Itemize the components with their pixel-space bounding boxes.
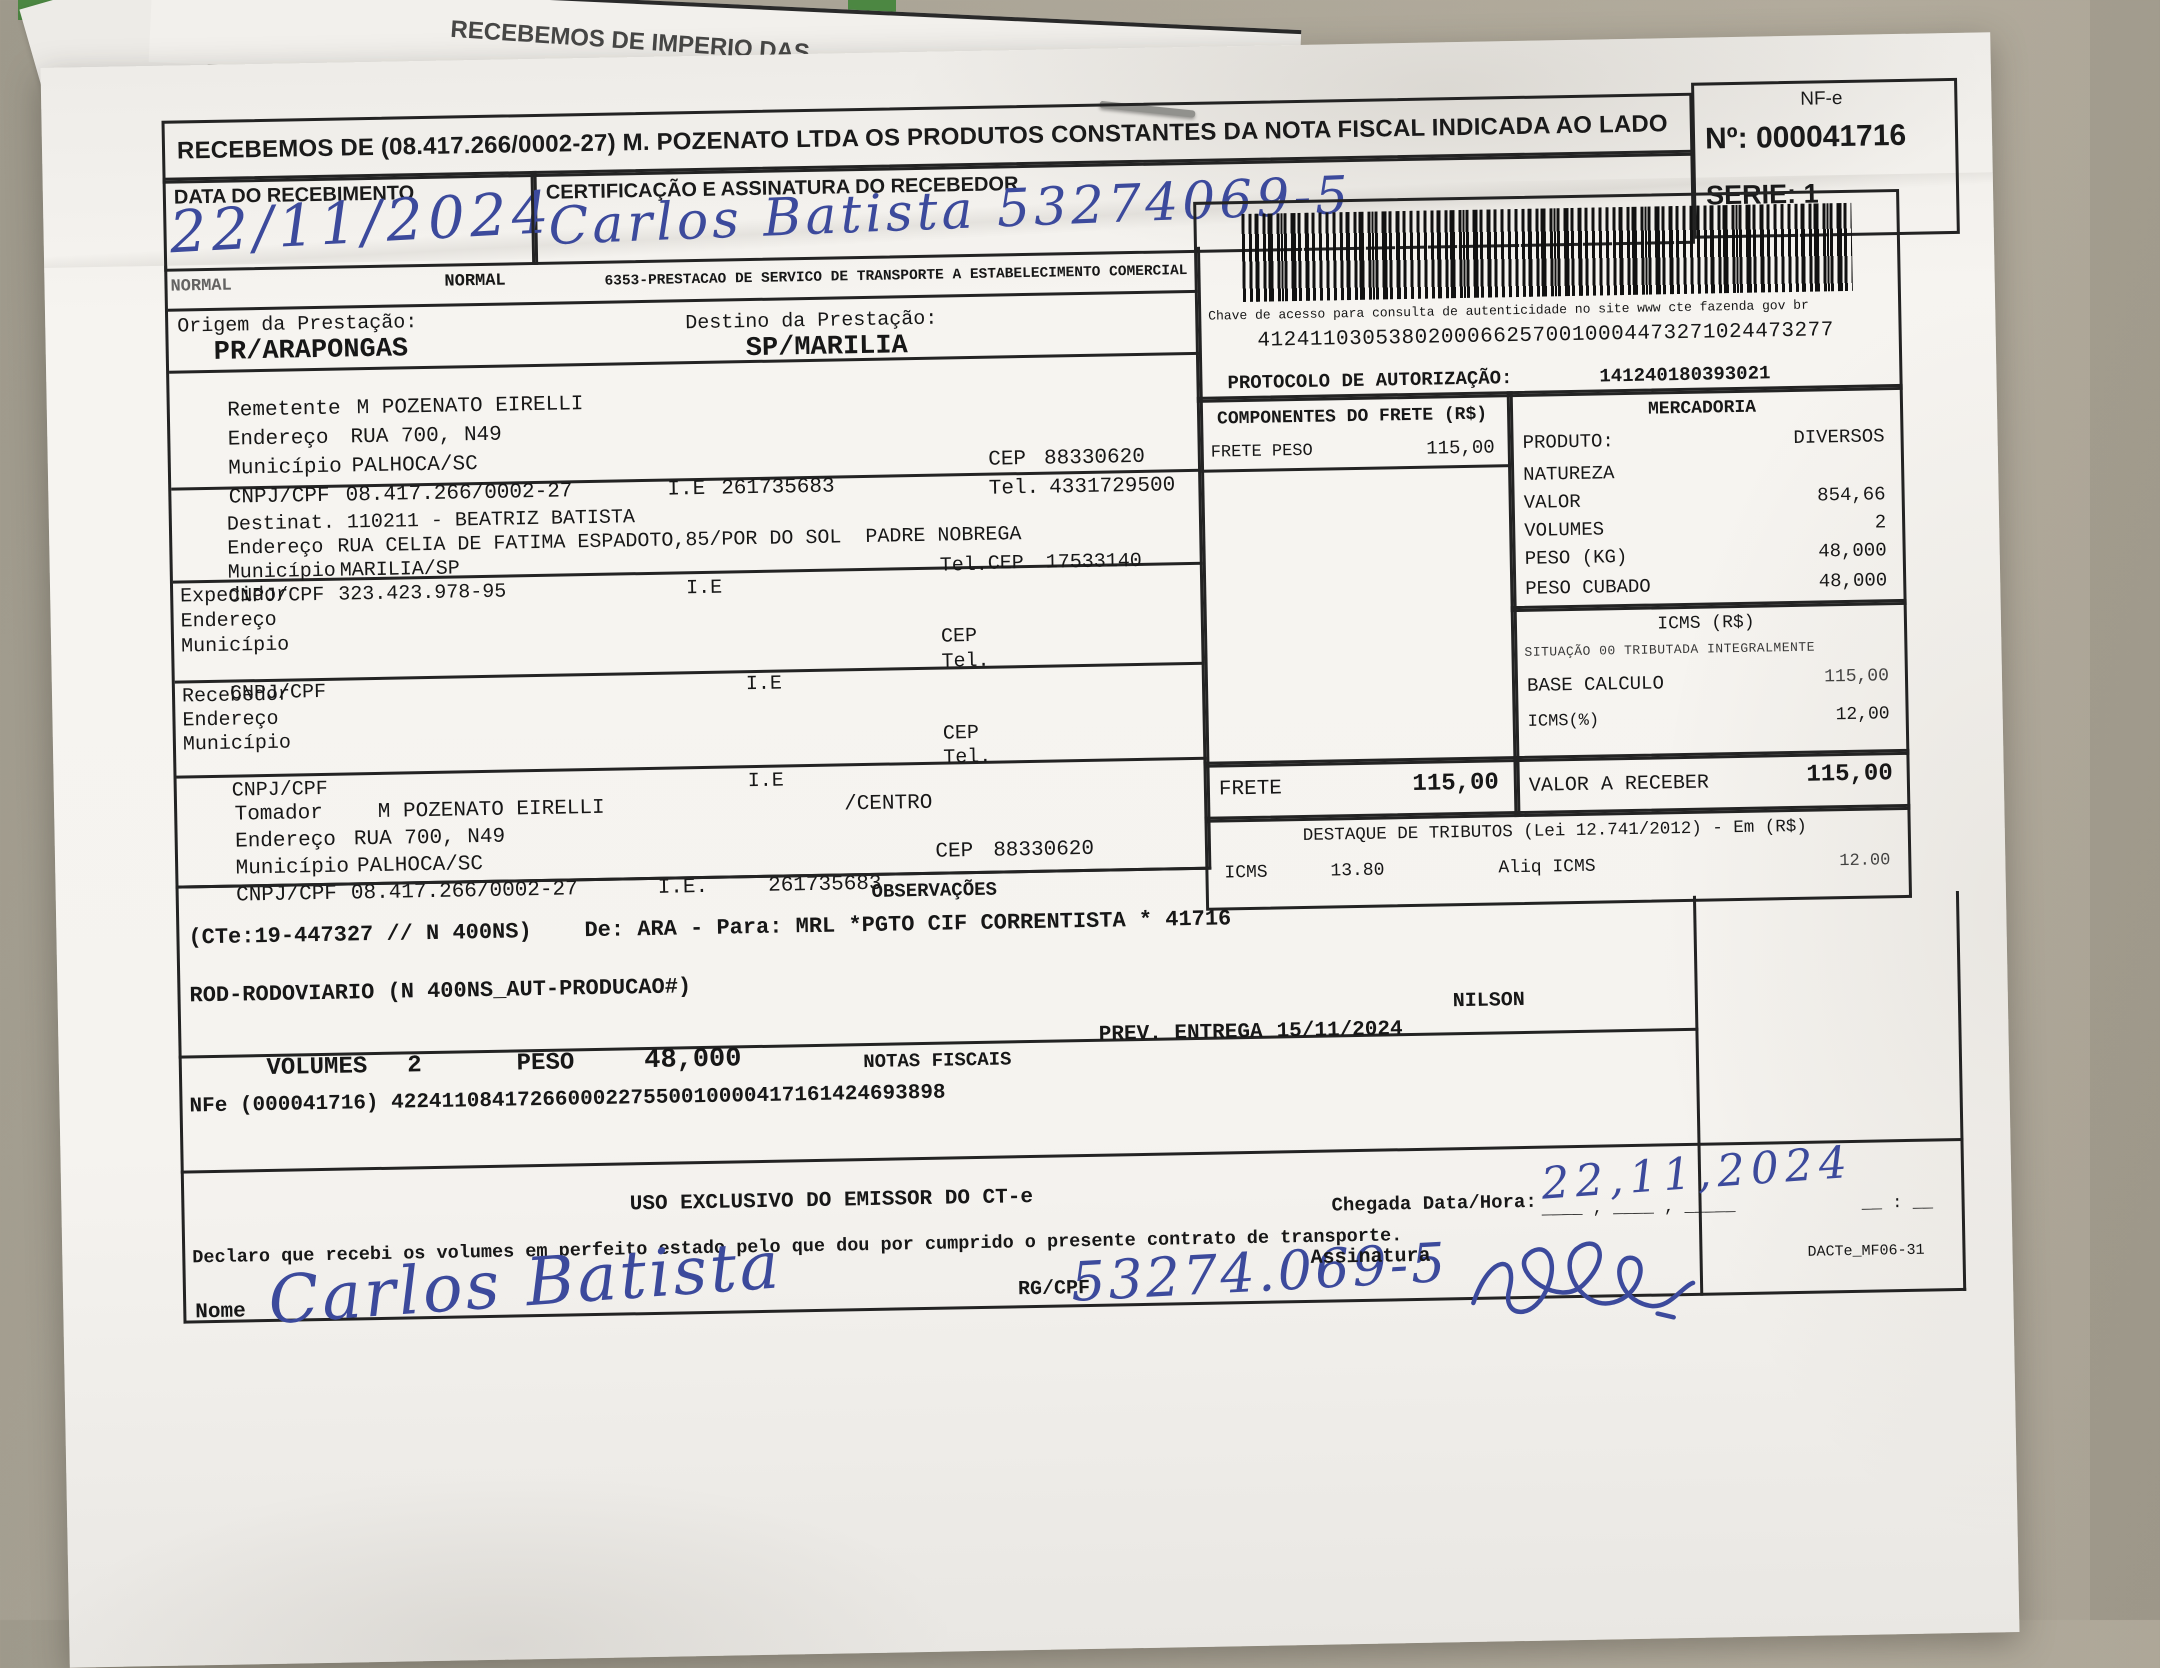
icms-box: ICMS (R$) SITUAÇÃO 00 TRIBUTADA INTEGRAL… (1510, 598, 1910, 763)
prev-entrega: PREV. ENTREGA 15/11/2024 (1098, 1018, 1403, 1047)
destaque-titulo: DESTAQUE DE TRIBUTOS (Lei 12.741/2012) -… (1302, 816, 1807, 846)
frete-total-valor: 115,00 (1412, 769, 1500, 798)
modelo-documento: DACTe_MF06-31 (1807, 1241, 1925, 1261)
nome-label: Nome (195, 1300, 246, 1325)
icms-titulo: ICMS (R$) (1657, 612, 1755, 635)
expedidor-cep: CEP (940, 624, 978, 649)
green-label-fragment (848, 0, 896, 12)
natureza-label: NATUREZA (1523, 462, 1615, 486)
expedidor-tel: Tel. (941, 649, 990, 674)
chave-caption: Chave de acesso para consulta de autenti… (1208, 297, 1809, 324)
expedidor-municipio: Município (180, 633, 290, 659)
protocolo-valor: 141240180393021 (1599, 362, 1771, 388)
expedidor-title: Expedidor (180, 583, 289, 609)
recebedor-tel: Tel. (943, 745, 992, 770)
mercadoria-titulo: MERCADORIA (1647, 397, 1757, 420)
wall-shadow (2090, 0, 2160, 1620)
produto-valor: DIVERSOS (1793, 425, 1885, 449)
conferente: NILSON (1452, 988, 1526, 1014)
nfe-number: Nº: 000041716 (1704, 118, 1907, 156)
peso-kg-valor: 48,000 (1818, 539, 1887, 563)
modal-normal-1: NORMAL (170, 276, 232, 297)
observacoes-linha2: ROD-RODOVIARIO (N 400NS_AUT-PRODUCAO#) (189, 974, 692, 1009)
tomador-cep: CEP 88330620 (935, 837, 1095, 864)
destino-value: SP/MARILIA (745, 331, 909, 365)
modal-normal-2: NORMAL (444, 271, 506, 292)
valor-receber-valor: 115,00 (1806, 760, 1893, 789)
remetente-tel: Tel. 4331729500 (988, 474, 1176, 501)
componentes-titulo: COMPONENTES DO FRETE (R$) (1216, 404, 1488, 430)
icms-aliq-valor: 12,00 (1835, 704, 1890, 726)
observacoes-linha1: (CTe:19-447327 // N 400NS) De: ARA - Par… (188, 906, 1232, 951)
notas-fiscais-linha: NFe (000041716) 422411084172660002275500… (189, 1081, 946, 1119)
origem-value: PR/ARAPONGAS (213, 334, 409, 368)
recebedor-municipio: Município (182, 731, 292, 757)
uso-exclusivo: USO EXCLUSIVO DO EMISSOR DO CT-e (629, 1186, 1034, 1217)
frete-peso-valor: 115,00 (1426, 436, 1495, 460)
recebedor-endereco: Endereço (182, 707, 279, 733)
icms-situacao: SITUAÇÃO 00 TRIBUTADA INTEGRALMENTE (1524, 639, 1816, 660)
expedidor-endereco: Endereço (180, 608, 277, 634)
chave-valor: 4124110305380200066257001000447327102447… (1257, 319, 1835, 353)
volumes-valor: 2 (1874, 511, 1887, 534)
recebedor-cep: CEP (942, 721, 980, 746)
recebedor-title: Recebedor (181, 683, 291, 709)
nfe-label: NF-e (1800, 87, 1843, 110)
assinatura-label: Assinatura (1310, 1244, 1431, 1270)
tomador-bairro: /CENTRO (843, 791, 933, 817)
valor-valor: 854,66 (1817, 483, 1886, 507)
nome-handwriting: Carlos Batista (265, 1226, 785, 1340)
hora-blanks: __ : __ (1861, 1193, 1934, 1214)
chave-acesso-box: Chave de acesso para consulta de autenti… (1193, 188, 1903, 403)
chave-barcode (1241, 202, 1853, 303)
icms-base-valor: 115,00 (1823, 666, 1890, 688)
protocolo-label: PROTOCOLO DE AUTORIZAÇÃO: (1227, 367, 1513, 395)
mercadoria-box: MERCADORIA PRODUTO: DIVERSOS NATUREZA VA… (1506, 383, 1907, 613)
destinatario-tel: Tel. (939, 553, 989, 578)
peso-cubado-valor: 48,000 (1818, 569, 1888, 593)
assinatura-scribble (1442, 1203, 1713, 1369)
dacte-sheet: RECEBEMOS DE (08.417.266/0002-27) M. POZ… (40, 32, 2020, 1668)
componentes-frete-box: COMPONENTES DO FRETE (R$) FRETE PESO 115… (1196, 391, 1520, 768)
